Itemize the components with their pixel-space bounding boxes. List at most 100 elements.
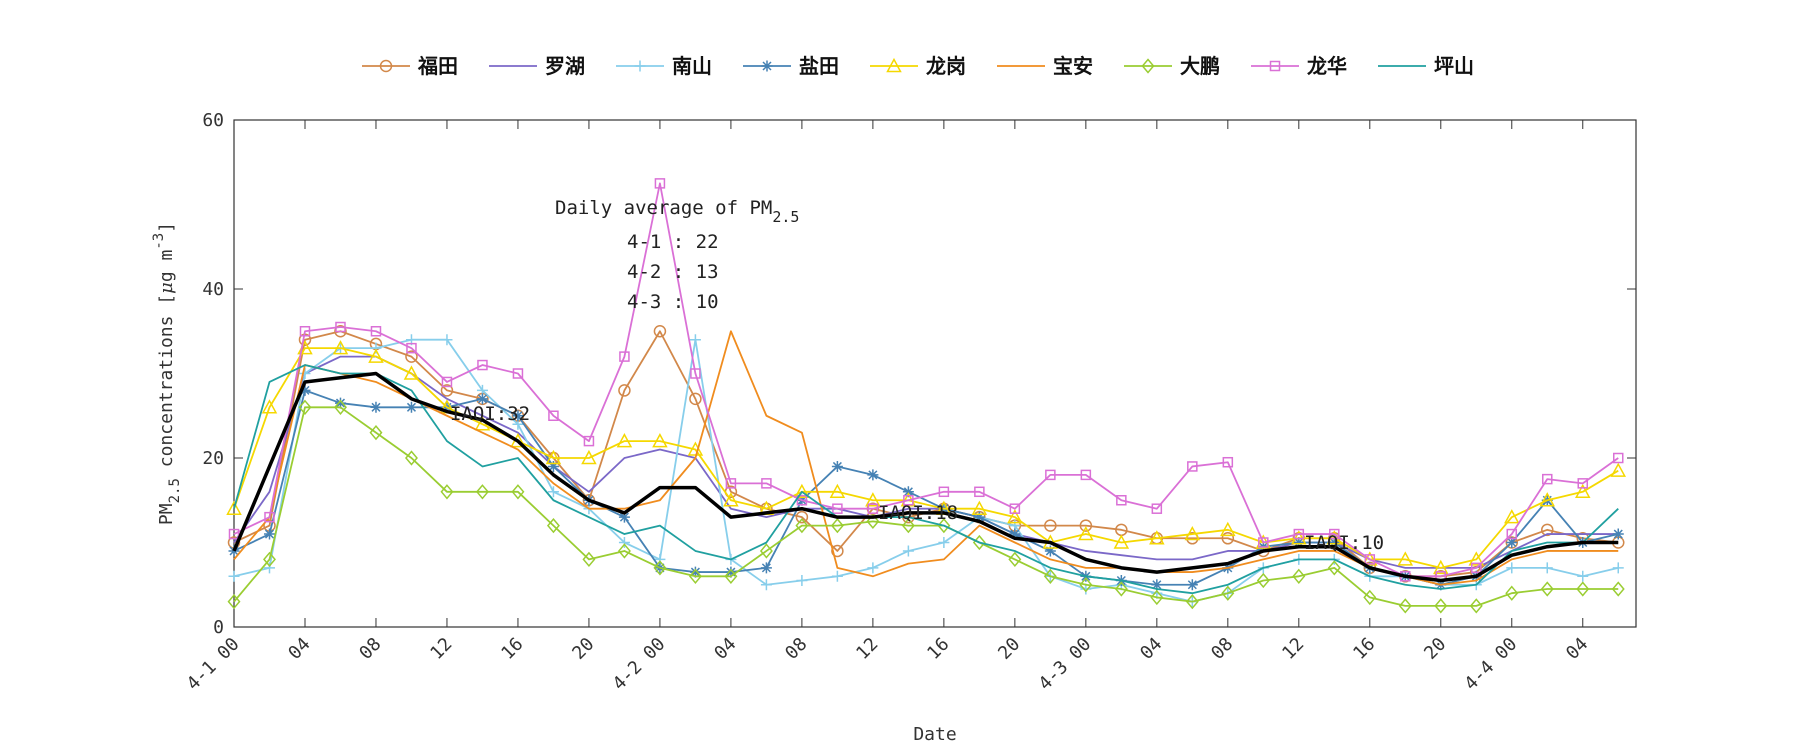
marker: [886, 57, 902, 73]
marker: [865, 492, 881, 507]
iaqi-label: IAQI:32: [450, 403, 530, 425]
marker: [1187, 461, 1198, 472]
marker: [974, 486, 985, 498]
marker: [1539, 492, 1556, 507]
marker: [652, 433, 668, 448]
marker: [369, 424, 383, 441]
y-axis-label-part: PM: [156, 503, 177, 525]
annotation-line: 4-3 : 10: [627, 291, 719, 313]
marker: [299, 326, 311, 337]
marker: [1044, 545, 1056, 557]
marker: [938, 486, 950, 498]
marker: [902, 545, 914, 557]
legend-label: 盐田: [799, 54, 839, 78]
marker: [263, 551, 276, 568]
marker: [1043, 568, 1057, 584]
y-axis-label-part: ]: [156, 222, 177, 233]
legend-label: 龙岗: [926, 54, 966, 78]
marker: [1611, 581, 1625, 597]
marker: [689, 334, 701, 346]
legend-label: 罗湖: [545, 54, 585, 78]
marker: [404, 450, 418, 466]
y-axis-label-part: 2.5: [167, 478, 183, 503]
marker: [901, 517, 915, 534]
marker: [512, 410, 524, 422]
marker: [1327, 560, 1341, 576]
marker: [616, 433, 633, 448]
marker: [1575, 483, 1591, 499]
marker: [1258, 537, 1269, 548]
marker: [1149, 530, 1165, 545]
marker: [1541, 523, 1554, 537]
marker: [937, 517, 951, 534]
marker: [261, 399, 278, 414]
marker: [441, 376, 453, 388]
legend-label: 福田: [417, 54, 458, 78]
annotation-line: 4-1 : 22: [627, 231, 719, 253]
marker: [1079, 519, 1093, 532]
marker: [971, 500, 988, 515]
legend-label: 龙华: [1307, 54, 1347, 78]
marker: [796, 575, 808, 587]
marker: [1150, 589, 1164, 606]
marker: [1506, 537, 1518, 548]
marker: [796, 495, 808, 506]
marker: [830, 517, 844, 534]
marker: [1468, 551, 1485, 566]
series-line: [233, 182, 1619, 578]
marker: [1362, 551, 1378, 566]
marker: [511, 484, 525, 500]
marker: [1079, 577, 1093, 593]
marker: [831, 570, 843, 582]
marker: [476, 393, 488, 405]
series-line: [233, 355, 1619, 569]
marker: [1540, 581, 1554, 597]
marker: [725, 478, 737, 489]
marker: [548, 410, 559, 421]
series-line: [233, 364, 1619, 595]
y-tick-label: 0: [213, 617, 224, 638]
marker: [688, 568, 702, 584]
y-axis-label-part: g m: [156, 250, 177, 283]
y-axis-label-part: concentrations [: [156, 294, 177, 478]
marker: [725, 566, 737, 578]
marker: [299, 384, 311, 396]
marker: [512, 368, 524, 379]
series-line: [233, 406, 1619, 607]
marker: [973, 511, 985, 523]
marker: [1220, 521, 1236, 537]
marker: [1577, 570, 1589, 582]
legend-label: 大鹏: [1180, 54, 1220, 78]
marker: [689, 566, 701, 578]
marker: [617, 543, 631, 559]
marker: [1329, 528, 1340, 540]
y-axis-label-part: μ: [156, 282, 177, 294]
marker: [1433, 559, 1449, 575]
marker: [226, 500, 242, 515]
marker: [1151, 503, 1163, 514]
marker: [618, 384, 631, 397]
marker: [1293, 537, 1305, 548]
marker: [228, 570, 240, 582]
marker: [690, 368, 701, 379]
marker: [228, 528, 240, 540]
marker: [903, 495, 914, 506]
marker: [1434, 598, 1448, 614]
marker: [1141, 58, 1155, 74]
annotation-title-text: Daily average of PM: [555, 197, 772, 219]
marker: [760, 579, 772, 591]
marker: [829, 483, 846, 499]
marker: [619, 351, 630, 362]
legend-label: 坪山: [1434, 54, 1474, 78]
iaqi-label: IAQI:18: [878, 502, 958, 524]
marker: [1293, 528, 1305, 540]
marker: [1078, 525, 1094, 541]
plot-frame: [233, 119, 1637, 628]
marker: [1542, 473, 1553, 485]
marker: [1256, 572, 1270, 589]
marker: [1504, 509, 1520, 524]
marker: [1116, 495, 1127, 506]
marker: [1185, 593, 1199, 610]
